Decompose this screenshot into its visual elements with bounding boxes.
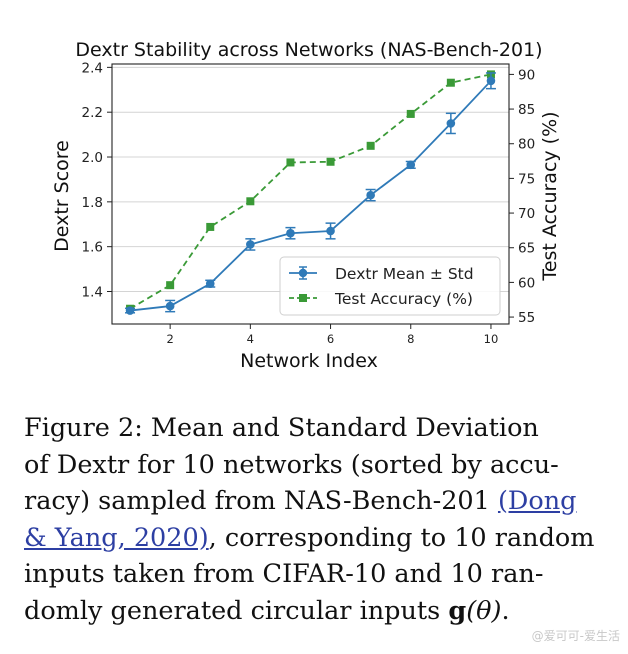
- y-right-tick-label: 55: [518, 310, 535, 326]
- accuracy-point: [206, 222, 215, 231]
- y-right-tick-label: 90: [518, 67, 535, 83]
- watermark: @爱可可-爱生活: [531, 629, 620, 643]
- dextr-stability-chart: Dextr Stability across Networks (NAS-Ben…: [51, 39, 561, 372]
- caption-text: racy) sampled from NAS-Bench-201: [24, 486, 498, 516]
- accuracy-point: [166, 281, 175, 290]
- y-axis-left-label: Dextr Score: [51, 140, 73, 252]
- y-left-tick-label: 2.4: [82, 60, 103, 76]
- y-axis-right-label: Test Accuracy (%): [539, 111, 561, 281]
- caption-text: , corresponding to 10 random: [208, 522, 595, 553]
- caption-line: Figure 2: Mean and Standard Deviation: [24, 413, 539, 443]
- math-theta: (θ): [466, 595, 502, 626]
- dextr-point: [205, 279, 215, 288]
- y-left-tick-label: 1.4: [82, 285, 103, 301]
- caption-line: inputs taken from CIFAR-10 and 10 ran-: [24, 559, 544, 589]
- caption-line: & Yang, 2020), corresponding to 10 rando…: [24, 520, 596, 557]
- dextr-point: [326, 226, 335, 236]
- caption-text: domly generated circular inputs: [24, 595, 449, 626]
- dextr-point: [165, 301, 175, 311]
- y-right-tick-label: 80: [518, 137, 535, 153]
- accuracy-point: [246, 197, 255, 206]
- y-left-tick-label: 1.8: [82, 195, 103, 211]
- accuracy-point: [406, 109, 415, 118]
- chart-title: Dextr Stability across Networks (NAS-Ben…: [75, 39, 542, 61]
- plot-area: [125, 70, 496, 315]
- y-right-tick-label: 85: [518, 102, 535, 118]
- x-tick-label: 10: [484, 332, 499, 346]
- figure-caption: Figure 2: Mean and Standard Deviation of…: [24, 410, 596, 629]
- accuracy-line: [129, 73, 492, 310]
- x-tick-label: 6: [327, 332, 334, 346]
- math-g: g: [448, 595, 467, 626]
- caption-text: .: [501, 595, 510, 626]
- y-right-tick-label: 65: [518, 241, 535, 257]
- dextr-point: [486, 76, 496, 86]
- x-tick-label: 2: [166, 332, 173, 346]
- y-right-tick-label: 60: [518, 275, 535, 291]
- x-tick-label: 4: [247, 332, 254, 346]
- legend-label-accuracy: Test Accuracy (%): [334, 290, 473, 308]
- dextr-point: [125, 306, 135, 315]
- caption-line: racy) sampled from NAS-Bench-201 (Dong: [24, 483, 596, 520]
- y-right-tick-label: 70: [518, 206, 535, 222]
- legend: Dextr Mean ± Std Test Accuracy (%): [279, 256, 501, 316]
- x-tick-label: 8: [407, 332, 414, 346]
- caption-line: domly generated circular inputs g(θ).: [24, 593, 596, 630]
- y-left-tick-label: 1.6: [82, 240, 103, 256]
- legend-swatch-dextr: [289, 266, 317, 280]
- legend-label-dextr: Dextr Mean ± Std: [335, 265, 474, 283]
- accuracy-point: [286, 158, 295, 167]
- legend-box: [279, 256, 501, 316]
- accuracy-point: [446, 78, 455, 87]
- legend-swatch-accuracy: [289, 294, 317, 302]
- caption-line: of Dextr for 10 networks (sorted by accu…: [24, 449, 559, 480]
- y-right-tick-label: 75: [518, 171, 535, 187]
- dextr-point: [406, 160, 416, 170]
- y-left-tick-label: 2.2: [82, 105, 103, 121]
- axis-ticks: 1.4 1.6 1.8 2.0 2.2 2.4 55 60 65 70 75 80 85 90 2 4 6 8 10: [82, 60, 536, 346]
- dextr-point: [446, 119, 456, 128]
- accuracy-point: [326, 157, 335, 166]
- y-left-tick-label: 2.0: [82, 150, 103, 166]
- dextr-point: [246, 240, 255, 249]
- citation-link[interactable]: (Dong: [497, 486, 577, 516]
- x-axis-label: Network Index: [240, 350, 378, 372]
- accuracy-point: [366, 141, 375, 150]
- dextr-line: [129, 80, 492, 312]
- dextr-point: [366, 190, 375, 200]
- dextr-point: [286, 228, 295, 238]
- plot-frame: [111, 63, 510, 325]
- citation-link[interactable]: & Yang, 2020): [24, 522, 209, 553]
